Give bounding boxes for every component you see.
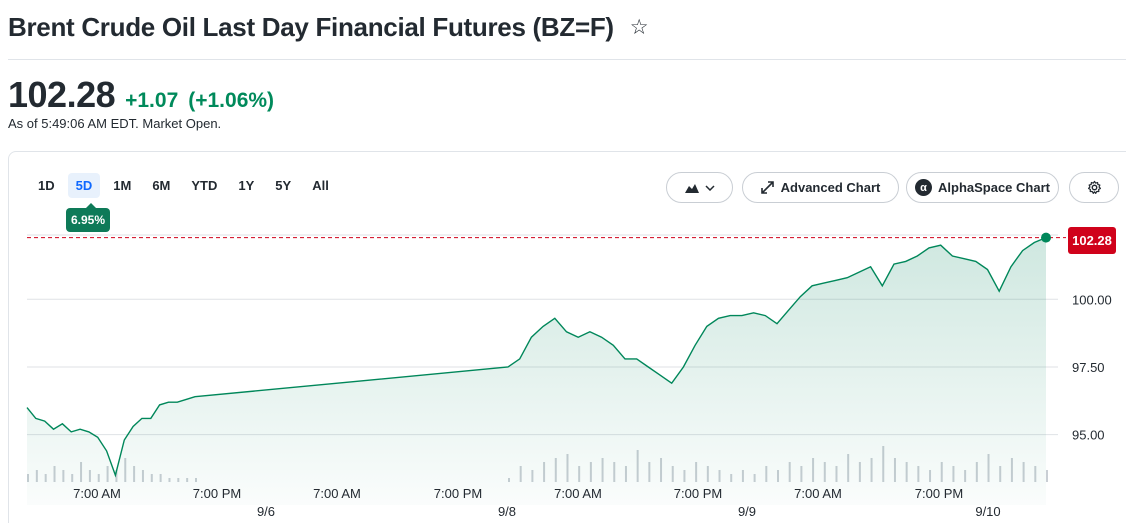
range-ytd[interactable]: YTD (191, 178, 218, 193)
x-date-label: 9/9 (738, 504, 756, 519)
alphaspace-logo-icon: α (915, 179, 932, 196)
title-row: Brent Crude Oil Last Day Financial Futur… (8, 12, 649, 43)
x-time-label: 7:00 PM (434, 486, 482, 501)
chart-settings-button[interactable] (1069, 172, 1119, 203)
y-tick-label: 100.00 (1072, 292, 1112, 307)
gear-icon (1087, 180, 1101, 194)
price-change-percent: (+1.06%) (188, 89, 275, 112)
page-title: Brent Crude Oil Last Day Financial Futur… (8, 12, 614, 42)
y-tick-label: 95.00 (1072, 428, 1105, 443)
alphaspace-chart-label: AlphaSpace Chart (938, 180, 1050, 195)
range-1m[interactable]: 1M (113, 178, 132, 193)
chart-card (8, 151, 1126, 523)
advanced-chart-button[interactable]: Advanced Chart (742, 172, 899, 203)
range-1y[interactable]: 1Y (238, 178, 255, 193)
performance-badge: 6.95% (66, 203, 111, 232)
range-1d[interactable]: 1D (38, 178, 55, 193)
x-time-label: 7:00 PM (674, 486, 722, 501)
range-6m[interactable]: 6M (152, 178, 171, 193)
y-tick-label: 97.50 (1072, 360, 1105, 375)
as-of-timestamp: As of 5:49:06 AM EDT. Market Open. (8, 116, 222, 131)
x-time-label: 7:00 PM (193, 486, 241, 501)
chart-type-button[interactable] (666, 172, 733, 203)
star-icon[interactable]: ☆ (629, 16, 649, 39)
price-change: +1.07 (125, 89, 179, 112)
x-time-label: 7:00 AM (73, 486, 121, 501)
range-5y[interactable]: 5Y (275, 178, 292, 193)
expand-icon (760, 181, 774, 194)
x-date-label: 9/10 (975, 504, 1000, 519)
quote-row: 102.28 +1.07 (+1.06%) (8, 74, 274, 116)
current-price-label: 102.28 (1068, 227, 1116, 254)
chevron-down-icon (704, 184, 715, 191)
x-time-label: 7:00 AM (313, 486, 361, 501)
range-5d[interactable]: 5D (67, 173, 101, 198)
advanced-chart-label: Advanced Chart (780, 180, 881, 195)
x-time-label: 7:00 AM (794, 486, 842, 501)
range-selector: 1D 5D 1M 6M YTD 1Y 5Y All (30, 173, 342, 198)
volume-bar (1046, 470, 1048, 482)
range-all[interactable]: All (312, 178, 329, 193)
price-line (26, 236, 1047, 478)
alphaspace-chart-button[interactable]: α AlphaSpace Chart (906, 172, 1059, 203)
price-area (27, 237, 1046, 505)
x-time-label: 7:00 AM (554, 486, 602, 501)
mountain-chart-icon (684, 183, 699, 193)
x-date-label: 9/6 (257, 504, 275, 519)
last-price: 102.28 (8, 74, 116, 115)
current-price-marker (1041, 232, 1051, 243)
divider (8, 59, 1126, 60)
x-time-label: 7:00 PM (915, 486, 963, 501)
x-date-label: 9/8 (498, 504, 516, 519)
